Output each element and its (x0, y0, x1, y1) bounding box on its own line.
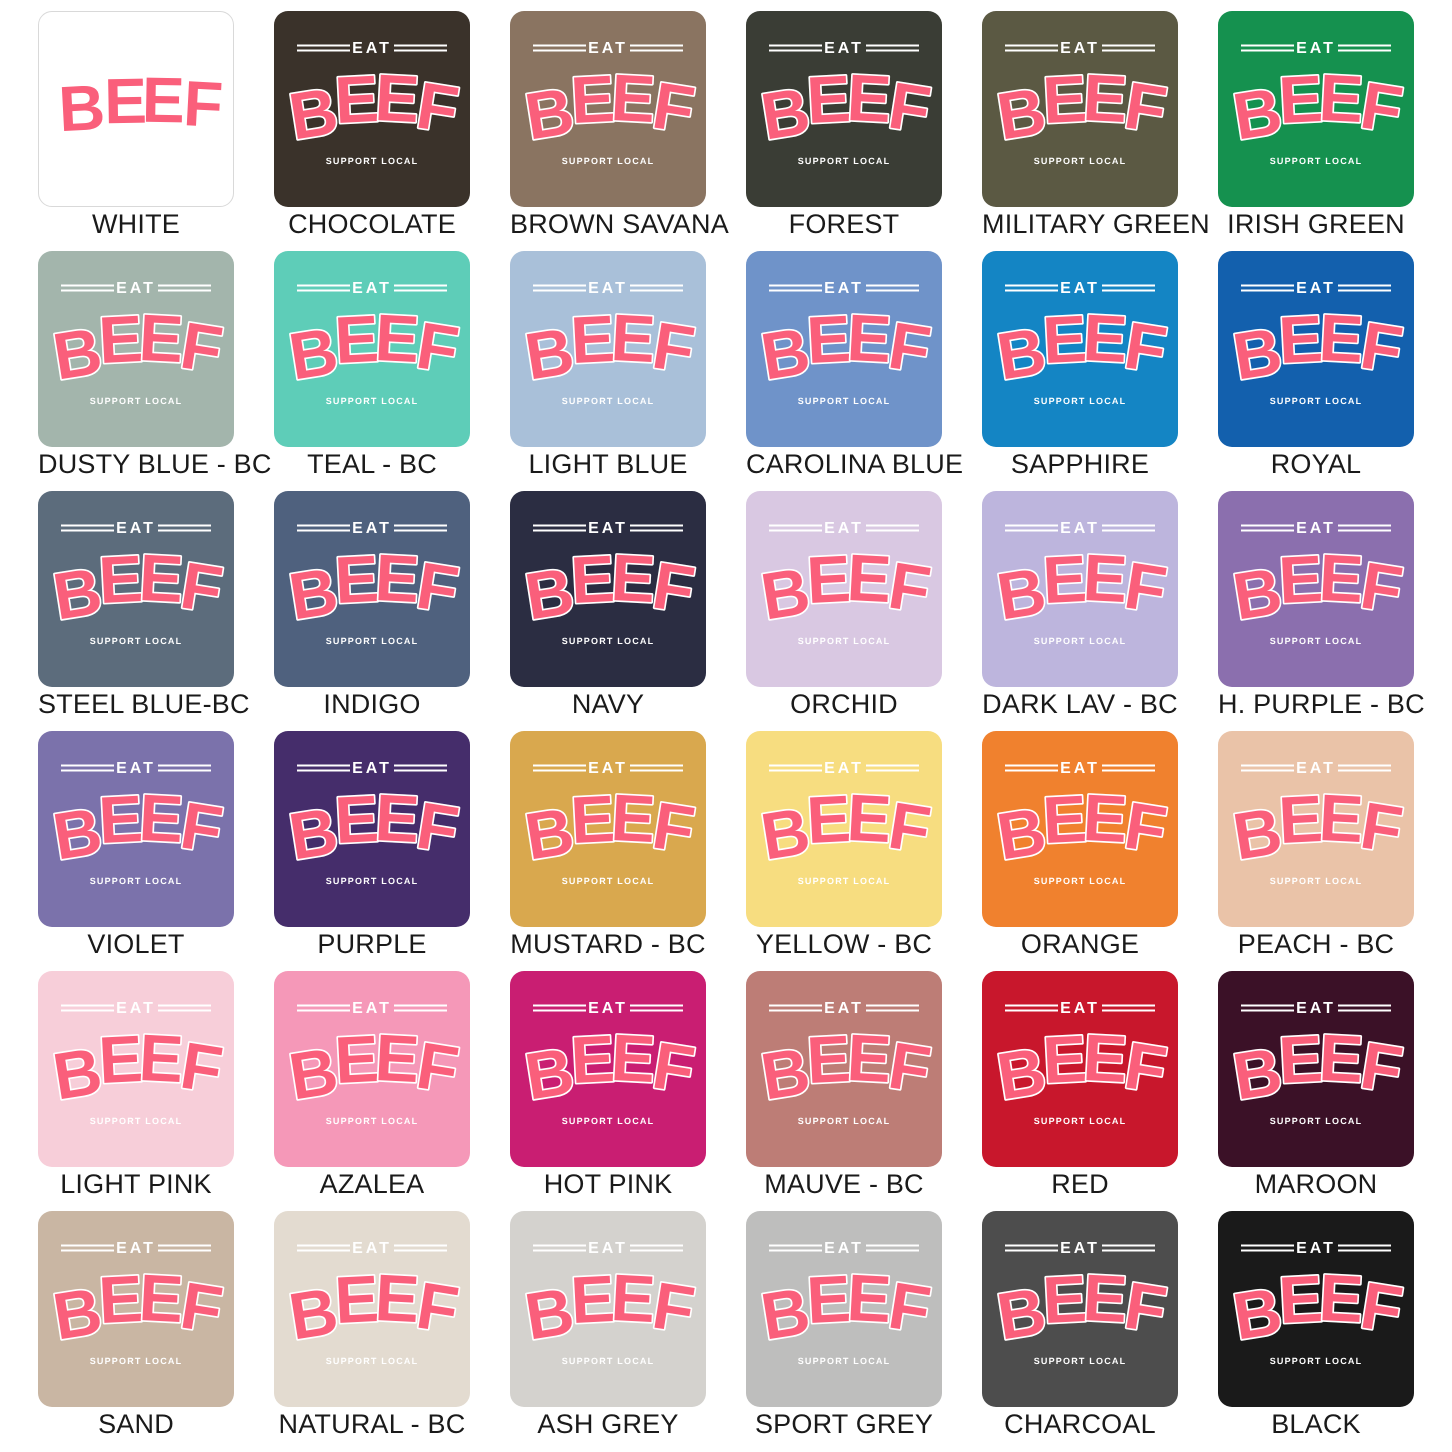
svg-text:EAT: EAT (1296, 1240, 1336, 1257)
svg-text:SUPPORT LOCAL: SUPPORT LOCAL (326, 636, 419, 646)
svg-text:SUPPORT LOCAL: SUPPORT LOCAL (1034, 636, 1127, 646)
svg-text:EAT: EAT (588, 1000, 628, 1017)
svg-text:SUPPORT LOCAL: SUPPORT LOCAL (1270, 876, 1363, 886)
svg-text:SUPPORT LOCAL: SUPPORT LOCAL (90, 1116, 183, 1126)
svg-text:SUPPORT LOCAL: SUPPORT LOCAL (326, 156, 419, 166)
svg-text:EAT: EAT (352, 40, 392, 57)
svg-text:EAT: EAT (1296, 280, 1336, 297)
svg-text:SUPPORT LOCAL: SUPPORT LOCAL (562, 876, 655, 886)
svg-text:SUPPORT LOCAL: SUPPORT LOCAL (562, 1116, 655, 1126)
svg-text:SUPPORT LOCAL: SUPPORT LOCAL (798, 156, 891, 166)
svg-text:SUPPORT LOCAL: SUPPORT LOCAL (562, 396, 655, 406)
svg-text:SUPPORT LOCAL: SUPPORT LOCAL (1034, 156, 1127, 166)
svg-text:SUPPORT LOCAL: SUPPORT LOCAL (326, 876, 419, 886)
svg-text:SUPPORT LOCAL: SUPPORT LOCAL (90, 1356, 183, 1366)
svg-text:SUPPORT LOCAL: SUPPORT LOCAL (1034, 876, 1127, 886)
svg-text:SUPPORT LOCAL: SUPPORT LOCAL (90, 636, 183, 646)
svg-text:EAT: EAT (588, 1240, 628, 1257)
svg-text:EAT: EAT (116, 1240, 156, 1257)
svg-text:EAT: EAT (824, 40, 864, 57)
svg-text:EAT: EAT (352, 760, 392, 777)
svg-text:SUPPORT LOCAL: SUPPORT LOCAL (1270, 636, 1363, 646)
svg-text:SUPPORT LOCAL: SUPPORT LOCAL (562, 636, 655, 646)
svg-text:EAT: EAT (352, 1000, 392, 1017)
svg-text:E: E (141, 64, 185, 137)
svg-text:SUPPORT LOCAL: SUPPORT LOCAL (798, 1356, 891, 1366)
svg-text:SUPPORT LOCAL: SUPPORT LOCAL (1270, 1356, 1363, 1366)
svg-text:SUPPORT LOCAL: SUPPORT LOCAL (1034, 1356, 1127, 1366)
svg-text:SUPPORT LOCAL: SUPPORT LOCAL (798, 876, 891, 886)
svg-text:SUPPORT LOCAL: SUPPORT LOCAL (1270, 1116, 1363, 1126)
svg-text:EAT: EAT (588, 760, 628, 777)
svg-text:EAT: EAT (588, 40, 628, 57)
svg-text:EAT: EAT (1296, 760, 1336, 777)
svg-text:EAT: EAT (1060, 760, 1100, 777)
svg-text:SUPPORT LOCAL: SUPPORT LOCAL (1034, 1116, 1127, 1126)
svg-text:EAT: EAT (824, 1000, 864, 1017)
svg-text:EAT: EAT (1296, 520, 1336, 537)
svg-text:SUPPORT LOCAL: SUPPORT LOCAL (562, 156, 655, 166)
svg-text:EAT: EAT (1060, 40, 1100, 57)
svg-text:SUPPORT LOCAL: SUPPORT LOCAL (798, 396, 891, 406)
svg-text:EAT: EAT (588, 280, 628, 297)
svg-text:SUPPORT LOCAL: SUPPORT LOCAL (1034, 396, 1127, 406)
svg-text:SUPPORT LOCAL: SUPPORT LOCAL (1270, 396, 1363, 406)
svg-text:EAT: EAT (116, 760, 156, 777)
svg-text:SUPPORT LOCAL: SUPPORT LOCAL (798, 1116, 891, 1126)
svg-text:EAT: EAT (352, 520, 392, 537)
svg-text:SUPPORT LOCAL: SUPPORT LOCAL (326, 1116, 419, 1126)
svg-text:SUPPORT LOCAL: SUPPORT LOCAL (798, 636, 891, 646)
svg-text:EAT: EAT (116, 280, 156, 297)
svg-text:SUPPORT LOCAL: SUPPORT LOCAL (90, 876, 183, 886)
svg-text:SUPPORT LOCAL: SUPPORT LOCAL (1270, 156, 1363, 166)
svg-text:SUPPORT LOCAL: SUPPORT LOCAL (90, 396, 183, 406)
svg-text:SUPPORT LOCAL: SUPPORT LOCAL (326, 1356, 419, 1366)
svg-text:EAT: EAT (1060, 520, 1100, 537)
svg-text:EAT: EAT (588, 520, 628, 537)
svg-text:B: B (57, 71, 107, 145)
svg-text:EAT: EAT (1296, 40, 1336, 57)
svg-text:EAT: EAT (1296, 1000, 1336, 1017)
svg-text:EAT: EAT (824, 520, 864, 537)
svg-text:F: F (182, 67, 225, 141)
svg-text:EAT: EAT (824, 760, 864, 777)
svg-text:EAT: EAT (1060, 1000, 1100, 1017)
svg-text:EAT: EAT (116, 520, 156, 537)
svg-text:EAT: EAT (1060, 1240, 1100, 1257)
svg-text:EAT: EAT (352, 280, 392, 297)
svg-text:SUPPORT LOCAL: SUPPORT LOCAL (562, 1356, 655, 1366)
svg-text:EAT: EAT (352, 1240, 392, 1257)
svg-text:EAT: EAT (1060, 280, 1100, 297)
svg-text:EAT: EAT (116, 1000, 156, 1017)
svg-text:EAT: EAT (824, 1240, 864, 1257)
svg-text:EAT: EAT (824, 280, 864, 297)
svg-text:SUPPORT LOCAL: SUPPORT LOCAL (326, 396, 419, 406)
